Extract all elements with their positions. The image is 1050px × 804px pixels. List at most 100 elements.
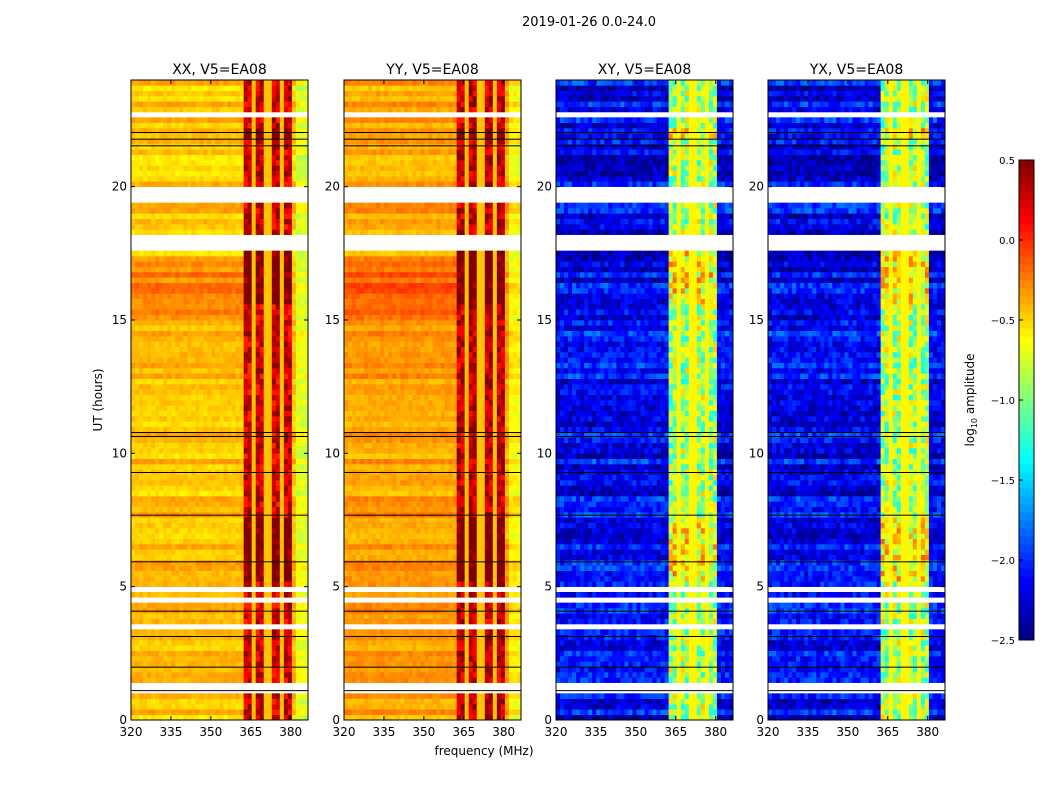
heatmap-cell [300, 165, 304, 171]
heatmap-cell [284, 368, 288, 374]
heatmap-cell [300, 533, 304, 539]
heatmap-cell [296, 528, 300, 534]
heatmap-cell [183, 85, 187, 91]
heatmap-cell [135, 277, 139, 283]
heatmap-cell [292, 661, 296, 667]
heatmap-cell [215, 544, 219, 550]
heatmap-cell [228, 352, 232, 358]
heatmap-cell [151, 672, 155, 678]
heatmap-cell [380, 709, 384, 715]
heatmap-cell [191, 341, 195, 347]
heatmap-cell [159, 325, 163, 331]
heatmap-cell [280, 517, 284, 523]
heatmap-cell [159, 107, 163, 113]
heatmap-cell [159, 283, 163, 289]
heatmap-cell [155, 325, 159, 331]
heatmap-cell [272, 405, 276, 411]
heatmap-cell [292, 229, 296, 235]
heatmap-cell [151, 208, 155, 214]
heatmap-cell [199, 459, 203, 465]
heatmap-cell [228, 181, 232, 187]
heatmap-cell [211, 379, 215, 385]
heatmap-cell [284, 427, 288, 433]
heatmap-cell [248, 379, 252, 385]
heatmap-cell [187, 229, 191, 235]
heatmap-cell [268, 693, 272, 699]
heatmap-cell [272, 507, 276, 513]
heatmap-cell [171, 256, 175, 262]
heatmap-cell [264, 155, 268, 161]
heatmap-cell [163, 576, 167, 582]
heatmap-cell [256, 299, 260, 305]
heatmap-cell [131, 144, 135, 150]
heatmap-cell [143, 224, 147, 230]
heatmap-cell [215, 144, 219, 150]
heatmap-cell [195, 336, 199, 342]
heatmap-cell [211, 101, 215, 107]
heatmap-cell [147, 704, 151, 710]
heatmap-cell [139, 123, 143, 129]
heatmap-cell [276, 155, 280, 161]
heatmap-cell [183, 523, 187, 529]
heatmap-cell [280, 629, 284, 635]
heatmap-cell [268, 229, 272, 235]
heatmap-cell [236, 475, 240, 481]
heatmap-cell [220, 635, 224, 641]
heatmap-cell [284, 539, 288, 545]
heatmap-cell [159, 320, 163, 326]
heatmap-cell [143, 640, 147, 646]
heatmap-cell [268, 283, 272, 289]
heatmap-cell [159, 560, 163, 566]
heatmap-cell [147, 277, 151, 283]
heatmap-cell [272, 581, 276, 587]
heatmap-cell [236, 96, 240, 102]
heatmap-cell [155, 629, 159, 635]
heatmap-cell [143, 171, 147, 177]
heatmap-cell [493, 715, 497, 721]
heatmap-cell [248, 421, 252, 427]
heatmap-cell [187, 144, 191, 150]
heatmap-cell [187, 555, 191, 561]
heatmap-cell [147, 299, 151, 305]
heatmap-cell [408, 704, 412, 710]
heatmap-cell [211, 491, 215, 497]
heatmap-cell [163, 677, 167, 683]
heatmap-cell [187, 373, 191, 379]
heatmap-cell [248, 165, 252, 171]
heatmap-cell [139, 283, 143, 289]
heatmap-cell [135, 256, 139, 262]
heatmap-cell [288, 507, 292, 513]
heatmap-cell [276, 299, 280, 305]
heatmap-cell [256, 565, 260, 571]
heatmap-cell [175, 411, 179, 417]
heatmap-cell [272, 603, 276, 609]
heatmap-cell [207, 379, 211, 385]
heatmap-cell [155, 304, 159, 310]
heatmap-cell [228, 613, 232, 619]
heatmap-cell [272, 261, 276, 267]
heatmap-cell [236, 219, 240, 225]
heatmap-cell [155, 293, 159, 299]
heatmap-cell [195, 267, 199, 273]
heatmap-cell [288, 661, 292, 667]
heatmap-cell [171, 357, 175, 363]
heatmap-cell [260, 592, 264, 598]
heatmap-cell [131, 533, 135, 539]
heatmap-cell [143, 560, 147, 566]
heatmap-cell [139, 363, 143, 369]
heatmap-cell [280, 501, 284, 507]
heatmap-cell [159, 229, 163, 235]
heatmap-cell [240, 155, 244, 161]
heatmap-cell [232, 560, 236, 566]
heatmap-cell [296, 475, 300, 481]
heatmap-cell [215, 123, 219, 129]
heatmap-cell [159, 640, 163, 646]
heatmap-cell [195, 448, 199, 454]
heatmap-cell [179, 283, 183, 289]
heatmap-cell [252, 549, 256, 555]
heatmap-cell [296, 117, 300, 123]
heatmap-cell [183, 261, 187, 267]
heatmap-cell [135, 320, 139, 326]
heatmap-cell [187, 336, 191, 342]
heatmap-cell [171, 203, 175, 209]
